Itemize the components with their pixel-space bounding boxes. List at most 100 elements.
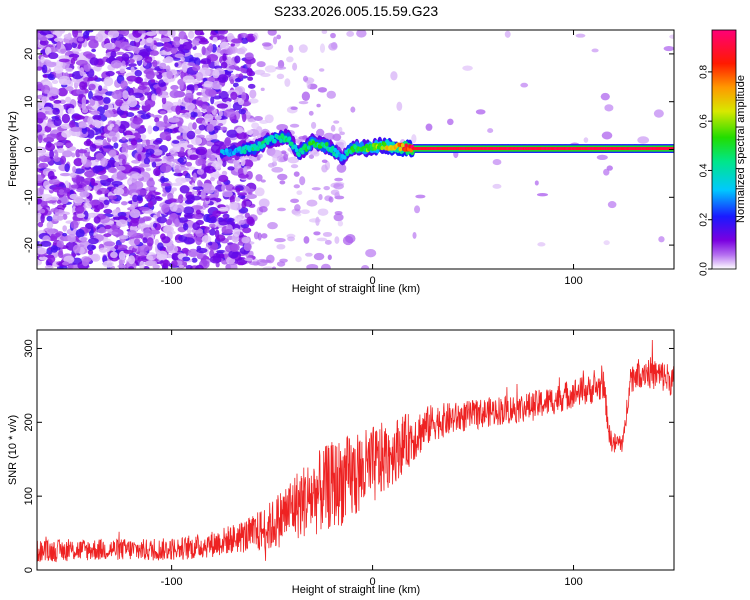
- spectrogram-noise-blob: [131, 173, 143, 179]
- spectrogram-ridge-core: [380, 145, 385, 151]
- spectrogram-noise-blob: [228, 65, 239, 70]
- spectrogram-noise-blob: [237, 262, 245, 266]
- spectrogram-noise-blob: [134, 238, 141, 246]
- colorbar: 0.0 0.2 0.4 0.6 0.8 Normalized spectral ampl…: [699, 29, 747, 276]
- spectrogram-noise-blob: [321, 30, 328, 34]
- spectrogram-noise-blob: [70, 57, 76, 65]
- spectrogram-noise-blob: [606, 165, 613, 171]
- spectrogram-noise-blob: [232, 82, 239, 88]
- spectrogram-noise-blob: [255, 174, 263, 182]
- spectrogram-noise-blob: [217, 74, 229, 83]
- colorbar-tick-label: 0.8: [699, 64, 710, 78]
- spectrogram-noise-blob: [604, 104, 614, 112]
- spectrogram-noise-blob: [156, 216, 168, 224]
- spectrogram-noise-blob: [102, 139, 108, 148]
- spectrogram-noise-blob: [178, 264, 185, 269]
- spectrogram-noise-blob: [195, 149, 200, 155]
- spectrogram-ridge-core: [294, 148, 299, 153]
- spectrogram-noise-blob: [311, 187, 321, 191]
- spectrogram-noise-blob: [137, 153, 142, 162]
- spectrogram-noise-blob: [177, 172, 183, 177]
- spectrogram-noise-blob: [59, 172, 71, 177]
- spectrogram-noise-blob: [65, 142, 74, 148]
- spectrogram-noise-blob: [61, 130, 72, 138]
- spectrogram-noise-blob: [248, 191, 253, 195]
- spectrogram-noise-blob: [184, 92, 194, 99]
- spectrogram-noise-blob: [64, 163, 70, 173]
- spectrogram-noise-blob: [206, 107, 211, 115]
- spectrogram-noise-blob: [66, 228, 79, 236]
- spectrogram-noise-blob: [166, 245, 179, 254]
- spectrogram-noise-blob: [99, 174, 109, 180]
- spectrogram-noise-blob: [216, 103, 229, 109]
- spectrogram-noise-blob: [607, 201, 617, 209]
- spectrogram-noise-blob: [40, 56, 45, 64]
- spectrogram-noise-blob: [118, 138, 129, 144]
- spectrogram-noise-blob: [218, 122, 224, 127]
- spectrogram-noise-blob: [334, 177, 344, 182]
- spectrogram-noise-blob: [166, 70, 173, 80]
- spectrogram-noise-blob: [210, 216, 217, 224]
- spectrogram-noise-blob: [187, 149, 193, 155]
- spectrogram-noise-blob: [332, 133, 342, 141]
- spectrogram-noise-blob: [669, 34, 674, 39]
- spectrogram-noise-blob: [77, 37, 84, 42]
- spectrogram-noise-blob: [183, 222, 189, 231]
- spectrogram-noise-blob: [271, 166, 284, 173]
- spectrogram-noise-blob: [245, 193, 257, 200]
- spectrogram-noise-blob: [536, 192, 549, 197]
- spectrogram-noise-blob: [114, 244, 119, 250]
- spectrogram-noise-blob: [158, 30, 168, 35]
- spectrogram-noise-blob: [146, 255, 154, 260]
- spectrogram-noise-blob: [230, 43, 235, 47]
- spectrogram-noise-blob: [177, 151, 186, 158]
- spectrogram-noise-blob: [110, 251, 118, 258]
- spectrogram-noise-blob: [47, 170, 55, 180]
- spectrogram-noise-blob: [120, 201, 128, 206]
- spectrogram-noise-blob: [209, 255, 222, 264]
- spectrogram-noise-blob: [195, 219, 204, 226]
- spectrogram-noise-blob: [240, 156, 246, 167]
- spectrogram-ridge-core: [293, 144, 298, 149]
- spectrogram-noise-blob: [663, 45, 674, 52]
- spectrogram-noise-blob: [63, 34, 72, 39]
- spectrogram-noise-blob: [242, 227, 252, 234]
- spectrogram-noise-blob: [161, 182, 171, 187]
- spectrogram-noise-blob: [583, 137, 589, 143]
- spectrogram-noise-blob: [266, 254, 275, 264]
- spectrogram-noise-blob: [61, 113, 71, 124]
- spectrogram-noise-blob: [534, 180, 539, 186]
- spectrogram-noise-blob: [45, 34, 54, 39]
- spectrogram-noise-blob: [88, 90, 93, 100]
- spectrogram-noise-blob: [152, 59, 158, 68]
- snr-x-ticks: -100 0 100: [161, 330, 583, 588]
- spectrogram-noise-blob: [161, 177, 169, 183]
- spectrogram-noise-blob: [462, 65, 473, 71]
- spectrogram-noise-blob: [113, 187, 125, 196]
- spectrogram-ridge-core: [306, 145, 311, 150]
- spectrogram-noise-blob: [172, 144, 181, 153]
- spectrogram-noise-blob: [62, 232, 68, 237]
- spectrogram-noise-blob: [198, 39, 209, 45]
- snr-panel: -100 0 100 0 100 200 300 Height of straight l…: [7, 329, 675, 596]
- spectrogram-noise-blob: [56, 240, 65, 249]
- spectrogram-noise-blob: [130, 139, 138, 146]
- spectrogram-noise-blob: [126, 75, 138, 82]
- spectrogram-noise-blob: [60, 123, 72, 130]
- spectrogram-noise-blob: [109, 123, 115, 128]
- snr-y-label: SNR (10 * v/v): [7, 415, 19, 485]
- spectrogram-noise-blob: [209, 176, 215, 182]
- spectrogram-noise-blob: [246, 170, 253, 180]
- spectrogram-noise-blob: [284, 78, 291, 87]
- spectrogram-noise-blob: [247, 118, 257, 123]
- spectrogram-noise-blob: [47, 255, 56, 263]
- spectrogram-noise-blob: [88, 237, 99, 245]
- spectrogram-noise-blob: [308, 154, 315, 159]
- spectrogram-noise-blob: [253, 231, 260, 240]
- spectrogram-noise-blob: [356, 30, 367, 38]
- spectrogram-noise-blob: [390, 71, 398, 81]
- spectrogram-noise-blob: [192, 64, 201, 72]
- spectrogram-noise-blob: [76, 213, 86, 219]
- spectrogram-noise-blob: [178, 125, 190, 134]
- spectrogram-noise-blob: [196, 179, 202, 187]
